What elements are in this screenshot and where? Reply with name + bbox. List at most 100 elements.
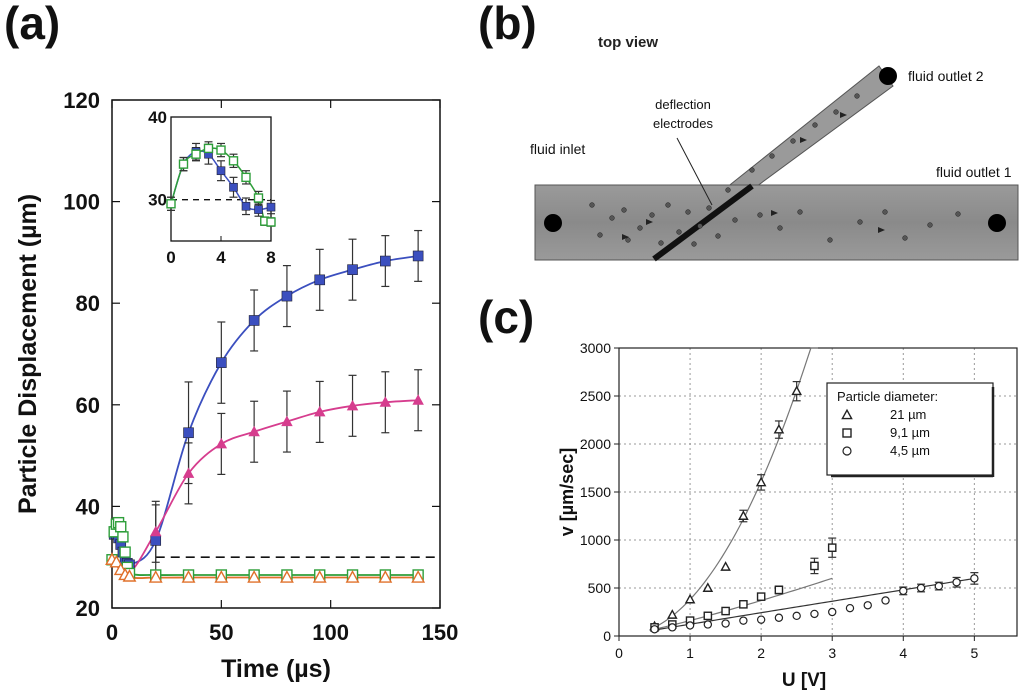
particle: [706, 205, 712, 211]
inset-ytick-label: 30: [148, 191, 167, 210]
a-ytick-label: 120: [63, 88, 100, 113]
a-xtick-label: 0: [106, 620, 118, 645]
c-ytick-label: 2500: [580, 388, 611, 404]
a-xtick-label: 150: [422, 620, 459, 645]
a-ytick-label: 60: [76, 393, 100, 418]
c-point-1: [774, 585, 784, 595]
a-point-3: [411, 570, 426, 583]
particle: [589, 202, 595, 208]
flow-arrow: [622, 234, 629, 240]
particle: [732, 217, 738, 223]
a-point-0: [314, 274, 326, 286]
deflection-electrode: [652, 183, 754, 262]
c-point-0: [684, 593, 696, 604]
c-point-2: [863, 601, 872, 610]
c-point-2: [756, 615, 766, 624]
a-xtick-label: 50: [209, 620, 233, 645]
a-xtick-label: 100: [312, 620, 349, 645]
particle: [882, 209, 888, 215]
a-point-3: [109, 554, 124, 568]
a-series-line-1: [111, 399, 419, 575]
inset-point-1: [253, 193, 264, 203]
c-ytick-label: 1000: [580, 532, 611, 548]
c-point-1: [703, 611, 713, 621]
a-point-3: [148, 570, 163, 583]
diagram-heading: top view: [598, 34, 658, 51]
chart-a-xlabel: Time (µs): [221, 655, 331, 683]
a-point-0: [150, 535, 162, 546]
a-point-1: [379, 396, 392, 407]
a-point-1: [149, 525, 162, 537]
a-point-1: [215, 437, 228, 449]
particle: [715, 233, 721, 239]
c-point-0: [773, 423, 785, 434]
flow-arrow: [800, 137, 807, 143]
particle: [749, 167, 755, 173]
particle: [757, 212, 763, 218]
a-point-0: [216, 357, 227, 368]
chart-c-legend: Particle diameter: 21 µm 9,1 µm 4,5 µm: [826, 382, 995, 478]
flow-arrow: [646, 219, 653, 225]
c-point-2: [916, 583, 926, 593]
c-point-2: [774, 613, 784, 622]
a-point-1: [346, 399, 359, 411]
particle: [637, 225, 643, 231]
particle: [625, 237, 631, 243]
c-xtick-label: 1: [686, 645, 694, 661]
c-point-2: [934, 581, 944, 591]
a-point-0: [183, 427, 194, 439]
legend-marker-2: [842, 446, 852, 456]
inset-point-0: [254, 205, 263, 214]
flow-arrow: [840, 112, 847, 118]
inset-xtick-label: 4: [216, 248, 226, 267]
c-point-2: [810, 609, 819, 619]
a-point-3: [122, 569, 137, 582]
particle: [658, 240, 664, 246]
particle: [597, 232, 603, 238]
c-fit-curve-2: [654, 577, 975, 631]
a-point-2: [115, 521, 127, 533]
c-point-0: [702, 582, 714, 592]
c-point-2: [703, 620, 713, 629]
panel-c-letter: (c): [478, 291, 535, 343]
c-point-0: [720, 561, 731, 571]
inset-xtick-label: 0: [166, 248, 175, 267]
c-point-0: [666, 609, 678, 619]
c-point-1: [650, 623, 659, 632]
fluid-outlet-2-port: [879, 67, 897, 85]
particle: [827, 237, 833, 243]
label-fluid-inlet: fluid inlet: [530, 141, 585, 157]
inset-point-0: [229, 182, 238, 192]
panel-b-letter: (b): [478, 0, 537, 49]
c-ytick-label: 2000: [580, 436, 611, 452]
legend-marker-1: [842, 428, 852, 438]
a-point-3: [345, 570, 360, 583]
particle: [621, 207, 627, 213]
legend-marker-0: [841, 408, 853, 420]
a-series-line-0: [111, 255, 419, 567]
flow-arrow: [771, 210, 778, 216]
legend-label-0: 21 µm: [890, 407, 926, 422]
particle: [609, 215, 615, 221]
inset-point-0: [266, 202, 276, 212]
fluid-outlet-1-port: [988, 214, 1006, 232]
particle: [649, 212, 655, 218]
a-ytick-label: 80: [76, 291, 100, 316]
c-xtick-label: 4: [899, 645, 907, 661]
chart-a-frame: [111, 99, 441, 609]
a-point-3: [247, 570, 262, 583]
chart-c-xlabel: U [V]: [782, 670, 826, 691]
particle: [691, 241, 697, 247]
c-point-0: [755, 476, 767, 487]
a-point-0: [248, 315, 260, 326]
chart-c-ylabel: v [µm/sec]: [557, 448, 577, 536]
label-fluid-outlet-1: fluid outlet 1: [936, 164, 1012, 180]
a-point-0: [380, 255, 391, 267]
legend-label-2: 4,5 µm: [890, 443, 930, 458]
inset-point-1: [203, 143, 214, 154]
a-point-0: [412, 250, 424, 262]
c-point-1: [685, 616, 695, 625]
c-point-0: [649, 620, 660, 631]
inset-frame: [170, 116, 272, 242]
particle: [812, 122, 818, 128]
